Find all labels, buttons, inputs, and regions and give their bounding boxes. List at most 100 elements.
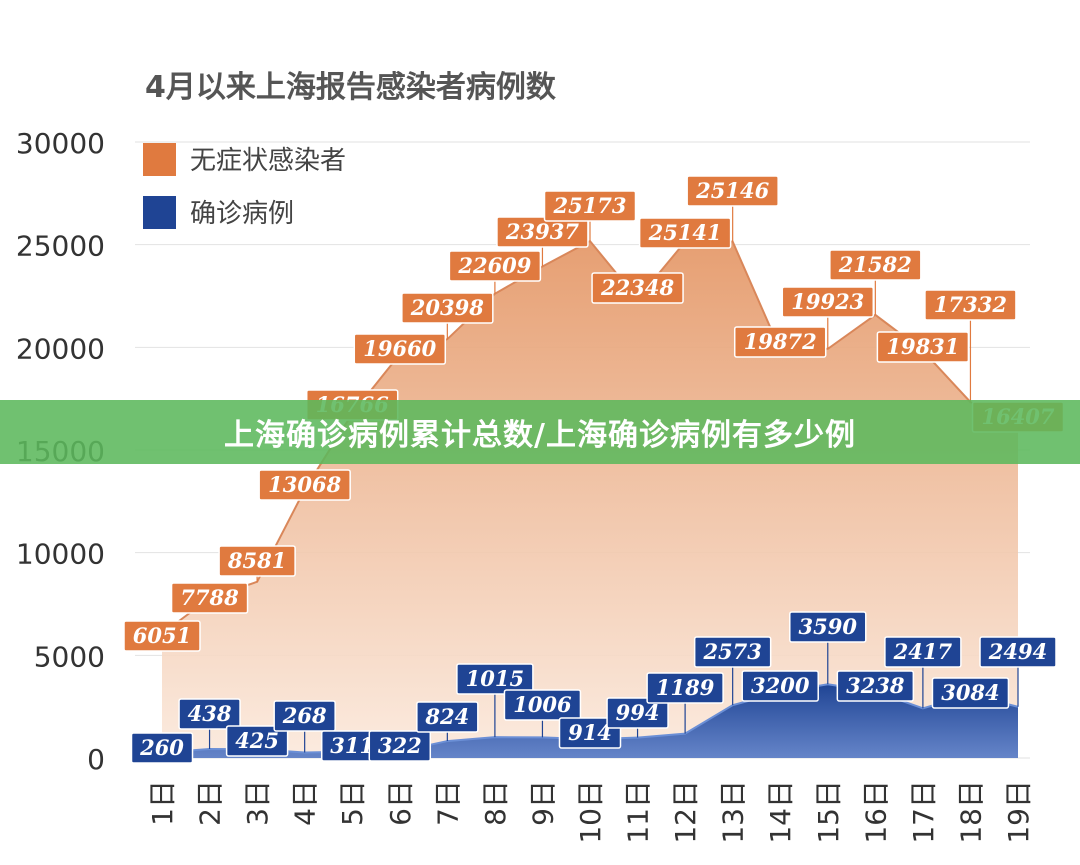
asymptomatic-box	[686, 175, 779, 207]
confirmed-label: 3084	[941, 680, 999, 705]
x-tick-label: 1日	[146, 780, 179, 826]
asymptomatic-box	[733, 326, 827, 358]
asymptomatic-label: 21582	[838, 252, 912, 277]
x-tick-label: 5日	[336, 780, 369, 826]
y-tick-label: 25000	[16, 230, 105, 263]
x-axis-ticks: 1日 2日 3日 4日 5日 6日 7日 8日 9日 10日 11日 12日 13日 14日 15日 16日 1…	[146, 780, 1035, 844]
asymptomatic-label: 22609	[457, 253, 531, 278]
confirmed-box	[789, 611, 867, 643]
confirmed-label: 2573	[702, 639, 761, 664]
legend-swatch-confirmed	[143, 196, 176, 229]
confirmed-label: 914	[568, 720, 612, 745]
confirmed-label: 3590	[799, 614, 858, 639]
confirmed-label: 3238	[846, 673, 905, 698]
confirmed-label: 2494	[988, 639, 1047, 664]
y-tick-label: 5000	[34, 640, 105, 673]
asymptomatic-label: 7788	[180, 585, 239, 610]
asymptomatic-label: 25141	[648, 220, 722, 245]
asymptomatic-box	[591, 272, 684, 304]
confirmed-box	[931, 677, 1010, 709]
y-tick-label: 10000	[16, 538, 105, 571]
asymptomatic-label: 23937	[505, 219, 579, 244]
asymptomatic-label: 25173	[552, 193, 626, 218]
asymptomatic-box	[638, 217, 732, 249]
confirmed-box	[130, 732, 194, 764]
x-tick-label: 19日	[1002, 780, 1035, 844]
confirmed-box	[693, 636, 772, 668]
confirmed-label: 824	[424, 704, 469, 729]
confirmed-box	[606, 697, 669, 729]
asymptomatic-box	[170, 582, 249, 614]
asymptomatic-label: 19923	[791, 289, 864, 314]
confirmed-label: 994	[616, 700, 660, 725]
chart-title: 4月以来上海报告感染者病例数	[145, 70, 557, 105]
asymptomatic-box	[876, 331, 970, 363]
legend-label-asymptomatic: 无症状感染者	[190, 146, 346, 176]
asymptomatic-box	[123, 620, 201, 652]
confirmed-box	[503, 689, 582, 721]
asymptomatic-box	[218, 545, 296, 577]
confirmed-label: 2417	[893, 639, 953, 664]
asymptomatic-box	[924, 289, 1017, 321]
x-tick-label: 8日	[479, 780, 512, 826]
asymptomatic-label: 20398	[410, 295, 484, 320]
x-tick-label: 4日	[289, 780, 322, 826]
y-tick-label: 30000	[16, 127, 105, 160]
x-tick-label: 15日	[812, 780, 845, 844]
asymptomatic-label: 13068	[268, 472, 341, 497]
x-tick-label: 12日	[669, 780, 702, 844]
x-tick-label: 14日	[764, 780, 797, 844]
confirmed-label: 260	[139, 735, 184, 760]
asymptomatic-box	[353, 333, 447, 365]
confirmed-label: 268	[282, 703, 327, 728]
x-tick-label: 13日	[717, 780, 750, 844]
confirmed-box	[225, 725, 289, 757]
asymptomatic-label: 25146	[695, 178, 769, 203]
confirmed-label: 1006	[513, 692, 572, 717]
asymptomatic-box	[829, 249, 922, 281]
asymptomatic-box	[258, 469, 351, 501]
confirmed-box	[416, 701, 479, 733]
overlay-banner: 上海确诊病例累计总数/上海确诊病例有多少例	[0, 400, 1080, 464]
confirmed-label: 1189	[656, 675, 715, 700]
confirmed-label: 1015	[466, 666, 524, 691]
confirmed-label: 3200	[751, 673, 810, 698]
asymptomatic-box	[543, 190, 637, 222]
confirmed-label: 322	[378, 733, 422, 758]
x-tick-label: 6日	[384, 780, 417, 826]
y-tick-label: 20000	[16, 332, 105, 365]
x-tick-label: 16日	[859, 780, 892, 844]
x-tick-label: 3日	[241, 780, 274, 826]
asymptomatic-label: 22348	[600, 275, 674, 300]
x-tick-label: 17日	[907, 780, 940, 844]
legend-swatch-asymptomatic	[143, 143, 176, 176]
confirmed-box	[178, 698, 241, 730]
x-tick-label: 11日	[622, 780, 655, 844]
confirmed-label: 438	[188, 701, 232, 726]
banner-text: 上海确诊病例累计总数/上海确诊病例有多少例	[224, 418, 856, 453]
y-tick-label: 0	[87, 743, 105, 776]
confirmed-box	[273, 700, 336, 732]
x-tick-label: 7日	[431, 780, 464, 826]
asymptomatic-label: 19872	[744, 329, 817, 354]
asymptomatic-label: 8581	[227, 548, 286, 573]
asymptomatic-box	[781, 286, 875, 318]
confirmed-label: 311	[330, 733, 374, 758]
asymptomatic-label: 6051	[133, 623, 191, 648]
asymptomatic-label: 17332	[934, 292, 1007, 317]
asymptomatic-label: 19831	[886, 334, 959, 359]
confirmed-box	[979, 636, 1057, 668]
confirmed-box	[884, 636, 962, 668]
confirmed-box	[741, 670, 819, 702]
confirmed-box	[456, 663, 534, 695]
confirmed-box	[836, 670, 915, 702]
confirmed-box	[558, 717, 622, 749]
x-tick-label: 18日	[954, 780, 987, 844]
asymptomatic-label: 19660	[363, 336, 436, 361]
confirmed-label: 425	[235, 728, 279, 753]
legend-label-confirmed: 确诊病例	[190, 199, 294, 229]
asymptomatic-box	[448, 250, 542, 282]
confirmed-area	[162, 684, 1018, 758]
